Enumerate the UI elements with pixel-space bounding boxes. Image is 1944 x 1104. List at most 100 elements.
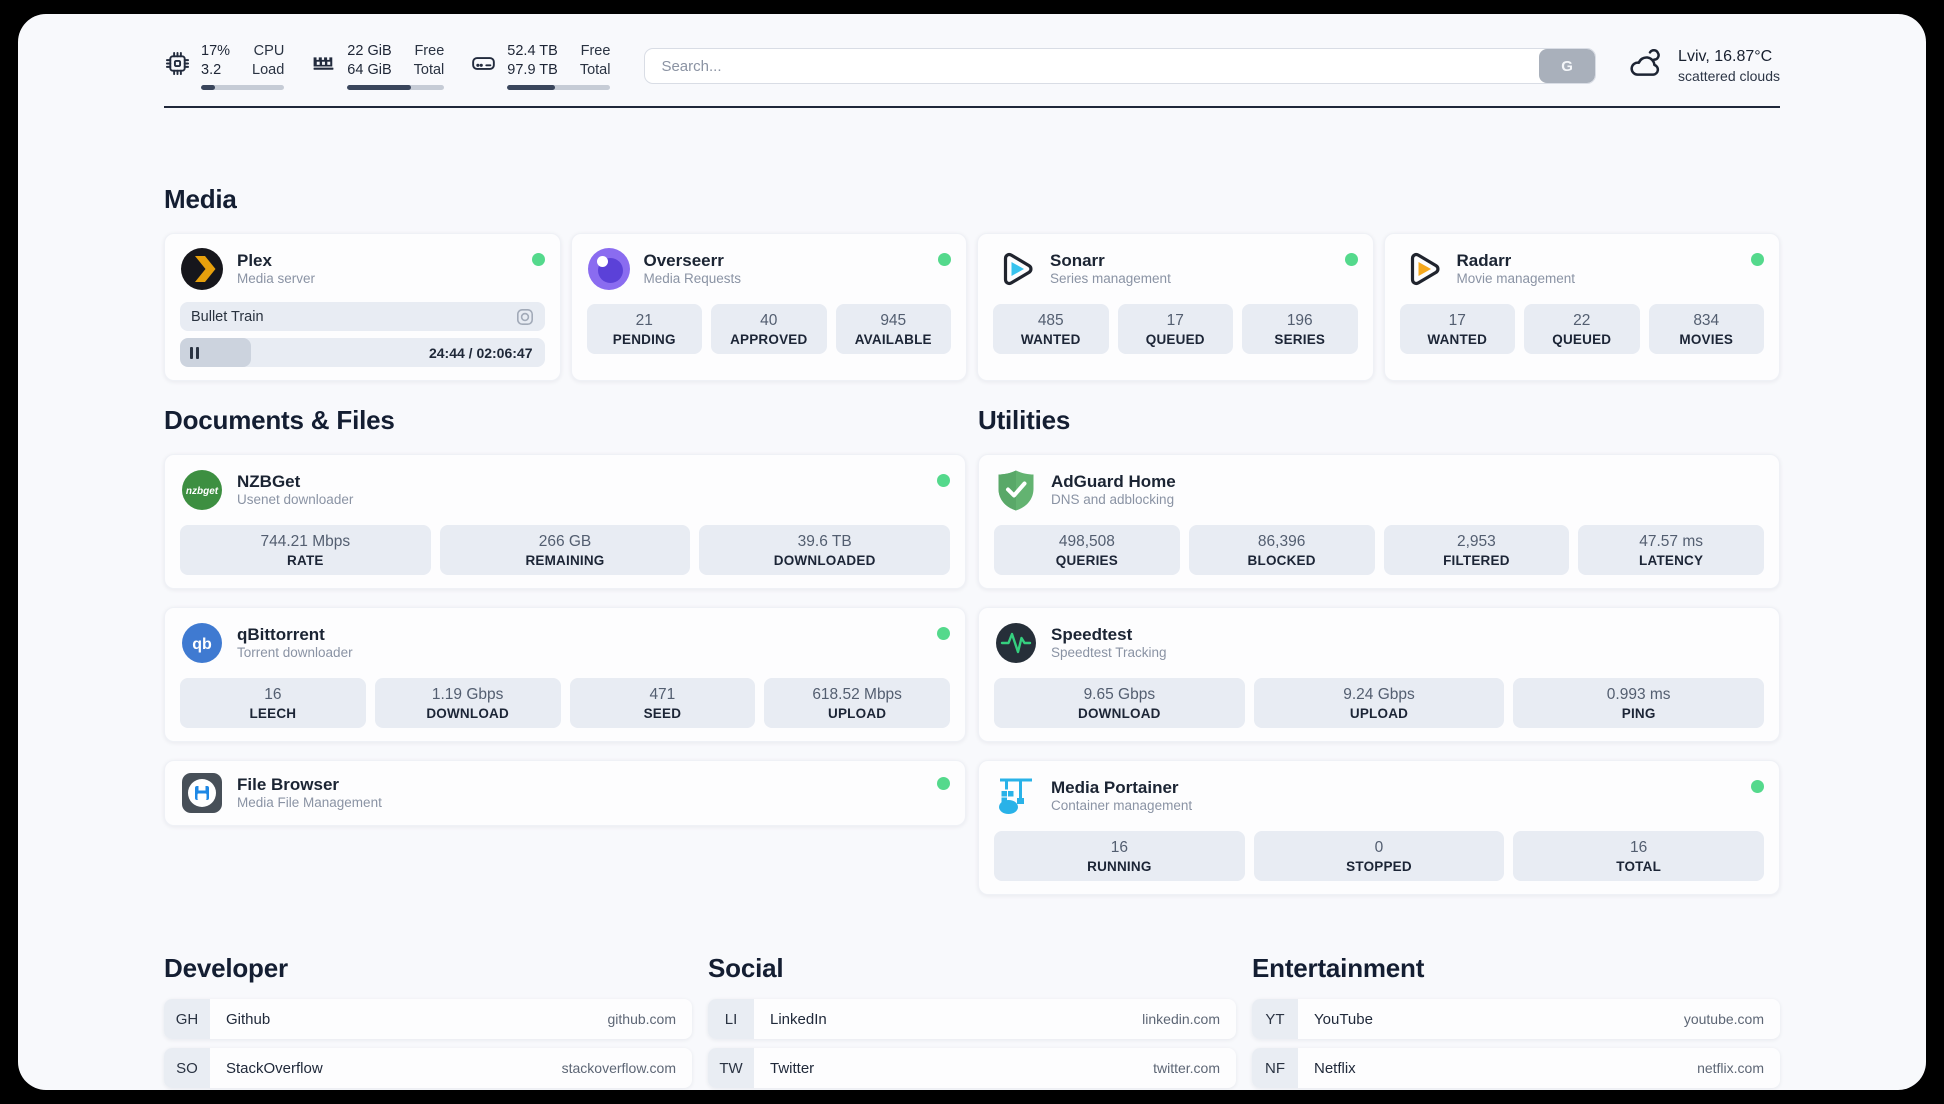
filebrowser-icon — [180, 771, 224, 815]
bookmark-name: Github — [226, 1010, 271, 1028]
media-target-icon[interactable] — [516, 308, 534, 326]
bookmark-abbr: TW — [708, 1048, 754, 1089]
stat-queries: 498,508 QUERIES — [994, 525, 1180, 576]
bookmark-link-github[interactable]: GH Github github.com — [164, 999, 692, 1040]
stat-series: 196 SERIES — [1242, 304, 1358, 355]
card-radarr[interactable]: Radarr Movie management 17 WANTED 22 QUE… — [1383, 233, 1780, 382]
stat-value: 39.6 TB — [797, 532, 852, 550]
search-input[interactable] — [645, 49, 1540, 84]
app-name: Plex — [237, 251, 272, 271]
utilities-column: AdGuard Home DNS and adblocking 498,508 … — [978, 454, 1780, 896]
stat-label: SERIES — [1274, 331, 1326, 347]
stat-value: 834 — [1693, 311, 1720, 329]
sonarr-icon — [993, 247, 1037, 291]
stat-value: 16 — [1110, 838, 1128, 856]
stat-label: UPLOAD — [1349, 705, 1409, 721]
bookmark-link-netflix[interactable]: NF Netflix netflix.com — [1252, 1048, 1780, 1089]
stat-value: 86,396 — [1257, 532, 1306, 550]
weather-location-temp: Lviv, 16.87°C — [1678, 47, 1773, 65]
app-description: Container management — [1051, 798, 1193, 814]
bookmark-group-social: Social LI LinkedIn linkedin.com TW Twitt… — [708, 953, 1236, 1090]
plex-playback-time: 24:44 / 02:06:47 — [428, 344, 533, 361]
status-online-dot — [1751, 780, 1764, 794]
section-title-entertainment: Entertainment — [1252, 953, 1425, 984]
stat-value: 498,508 — [1058, 532, 1115, 550]
cpu-value-load: 3.2 — [201, 62, 222, 79]
app-description: Movie management — [1456, 271, 1576, 287]
stat-download: 1.19 Gbps DOWNLOAD — [374, 678, 561, 729]
stat-label: RUNNING — [1087, 858, 1152, 874]
cloud-icon — [1626, 44, 1666, 89]
memory-free: 22 GiB — [347, 43, 392, 59]
bookmark-url: youtube.com — [1683, 1011, 1764, 1028]
bookmark-group-entertainment: Entertainment YT YouTube youtube.com NF … — [1252, 953, 1780, 1090]
card-plex[interactable]: Plex Media server Bullet Train 24 — [164, 233, 561, 382]
app-name: Media Portainer — [1051, 778, 1179, 798]
card-speedtest[interactable]: Speedtest Speedtest Tracking 9.65 Gbps D… — [978, 607, 1780, 743]
app-description: Media Requests — [643, 271, 742, 287]
dashboard-page: 17% 3.2 CPU Load — [18, 14, 1926, 1090]
app-name: qBittorrent — [237, 625, 325, 645]
speedtest-icon — [994, 621, 1038, 665]
stat-available: 945 AVAILABLE — [835, 304, 951, 355]
stat-movies: 834 MOVIES — [1648, 304, 1764, 355]
card-qbittorrent[interactable]: qb qBittorrent Torrent downloader 16 LEE… — [164, 607, 966, 743]
cpu-progress-track — [201, 85, 285, 91]
stat-leech: 16 LEECH — [180, 678, 366, 729]
stat-value: 945 — [880, 311, 907, 329]
stat-label: LEECH — [249, 705, 297, 721]
pause-icon[interactable] — [190, 346, 199, 359]
stat-label: STOPPED — [1346, 858, 1412, 874]
card-overseerr[interactable]: Overseerr Media Requests 21 PENDING 40 A… — [570, 233, 967, 382]
stat-filtered: 2,953 FILTERED — [1383, 525, 1570, 576]
disk-progress-fill — [507, 85, 555, 91]
stat-label: PENDING — [612, 331, 676, 347]
plex-now-playing-row: Bullet Train — [180, 302, 545, 332]
bookmark-link-twitter[interactable]: TW Twitter twitter.com — [708, 1048, 1236, 1089]
cpu-icon — [164, 50, 191, 82]
stat-label: RATE — [287, 552, 324, 568]
stat-value: 22 — [1573, 311, 1591, 329]
section-title-developer: Developer — [164, 953, 288, 984]
status-online-dot — [938, 253, 951, 267]
stat-value: 471 — [649, 685, 676, 703]
stat-value: 0.993 ms — [1606, 685, 1671, 703]
stat-value: 16 — [264, 685, 282, 703]
cpu-label-2: Load — [252, 62, 285, 79]
app-description: Media File Management — [237, 795, 382, 811]
stat-label: REMAINING — [525, 552, 605, 568]
stat-label: MOVIES — [1679, 331, 1734, 347]
stat-label: QUEUED — [1145, 331, 1205, 347]
system-metrics: 17% 3.2 CPU Load — [164, 42, 611, 91]
documents-column: nzbget NZBGet Usenet downloader 744.21 M… — [164, 454, 966, 827]
stat-running: 16 RUNNING — [994, 831, 1245, 882]
card-portainer[interactable]: Media Portainer Container management 16 … — [978, 760, 1780, 896]
app-description: Usenet downloader — [237, 492, 354, 508]
portainer-icon — [994, 774, 1038, 818]
nzbget-icon: nzbget — [180, 468, 224, 512]
bookmark-abbr: SO — [164, 1048, 210, 1089]
card-sonarr[interactable]: Sonarr Series management 485 WANTED 17 Q… — [977, 233, 1374, 382]
stat-approved: 40 APPROVED — [711, 304, 827, 355]
status-online-dot — [1344, 253, 1358, 267]
stat-value: 40 — [760, 311, 778, 329]
bookmark-link-linkedin[interactable]: LI LinkedIn linkedin.com — [708, 999, 1236, 1040]
stat-label: DOWNLOAD — [1078, 705, 1161, 721]
card-filebrowser[interactable]: File Browser Media File Management — [164, 760, 966, 827]
bookmark-link-stackoverflow[interactable]: SO StackOverflow stackoverflow.com — [164, 1048, 692, 1089]
cpu-metric: 17% 3.2 CPU Load — [164, 42, 285, 91]
stat-value: 16 — [1630, 838, 1648, 856]
card-adguard[interactable]: AdGuard Home DNS and adblocking 498,508 … — [978, 454, 1780, 590]
app-description: Series management — [1050, 271, 1171, 287]
search-engine-button[interactable]: G — [1539, 49, 1596, 84]
top-bar: 17% 3.2 CPU Load — [164, 42, 1780, 91]
stat-remaining: 266 GB REMAINING — [439, 525, 691, 576]
stat-pending: 21 PENDING — [586, 304, 702, 355]
bookmark-name: StackOverflow — [226, 1059, 323, 1077]
memory-total: 64 GiB — [347, 62, 392, 79]
bookmark-link-youtube[interactable]: YT YouTube youtube.com — [1252, 999, 1780, 1040]
stat-value: 0 — [1374, 838, 1384, 856]
plex-progress-fill — [180, 338, 252, 368]
card-nzbget[interactable]: nzbget NZBGet Usenet downloader 744.21 M… — [164, 454, 966, 590]
